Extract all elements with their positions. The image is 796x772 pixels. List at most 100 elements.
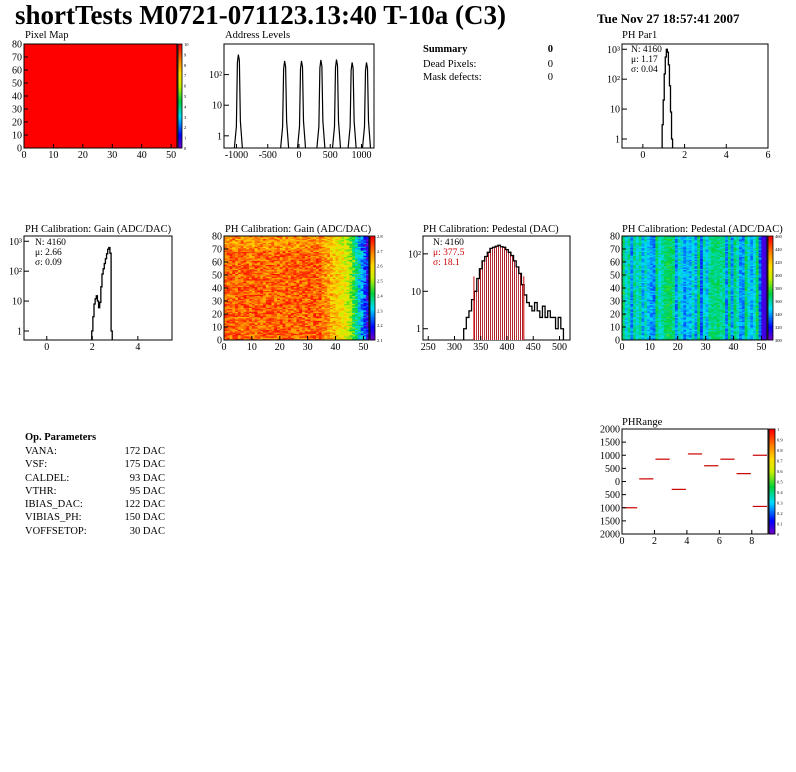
ph-gain-map-cell [329, 276, 334, 278]
ph-gain-map-cell [327, 256, 331, 259]
ph-gain-map-cell [246, 328, 250, 330]
ph-gain-map-cell [263, 303, 267, 306]
ph-gain-map-cell [327, 307, 331, 310]
ph-gain-map-cell [355, 308, 359, 311]
ph-gain-map-cell [324, 314, 328, 316]
ph-gain-map-cell [260, 236, 264, 238]
ph-pedestal-map-cell [633, 272, 637, 275]
ph-pedestal-map-cell [633, 321, 637, 324]
ph-gain-map-cell [251, 272, 256, 275]
ph-gain-map-cell [318, 258, 322, 260]
pixel-map-colorbar-cell [178, 104, 182, 107]
ph-gain-map-cell [332, 311, 336, 314]
ph-gain-map-cell [249, 319, 253, 321]
ph-gain-map-cell [313, 258, 317, 260]
ph-gain-map-cell [318, 238, 322, 241]
ph-gain-map-cell [321, 252, 325, 255]
ph-gain-map-cell [251, 324, 256, 327]
ph-gain-map-cell [299, 323, 303, 325]
ph-gain-map-cell [366, 328, 370, 330]
ph-gain-map-cell [302, 293, 306, 295]
ph-gain-map-cell [318, 275, 322, 277]
ph-gain-map-cell [293, 314, 297, 316]
ph-gain-map-cell [318, 250, 322, 252]
ph-gain-map-cell [332, 295, 336, 298]
ph-pedestal-map-cell [638, 306, 642, 308]
ph-gain-map-cell [268, 302, 272, 304]
ph-gain-map-colorbar-cell [370, 321, 375, 324]
ph-gain-map-cell [249, 316, 253, 319]
ph-gain-map-cell [343, 236, 348, 238]
ph-gain-map-cell [338, 297, 342, 299]
ph-gain-map-cell [296, 239, 300, 242]
ph-gain-map-cell [318, 298, 322, 301]
ph-gain-map-cell [341, 290, 345, 293]
ph-gain-map-cell [313, 284, 317, 286]
ph-gain-map-cell [332, 237, 336, 239]
ph-gain-map-cell [352, 236, 356, 238]
ph-pedestal-map-cell [630, 333, 634, 336]
ph-gain-map-cell [271, 289, 275, 291]
ph-gain-map-cell [274, 291, 278, 294]
ph-gain-map-cell [243, 241, 247, 243]
ph-gain-map-cell [263, 299, 267, 302]
ph-gain-map-cell [338, 239, 342, 242]
ph-gain-map-cell [352, 276, 356, 278]
ph-pedestal-map-cell [627, 236, 631, 238]
ph-gain-map-cell [224, 284, 228, 286]
ph-pedestal-map-cell [635, 333, 640, 336]
ph-gain-map-cell [352, 334, 356, 337]
ph-gain-map-cell [274, 320, 278, 323]
ph-gain-map-cell [310, 263, 314, 265]
ph-pedestal-map-cell [627, 281, 631, 284]
ph-gain-map-cell [363, 271, 367, 273]
ph-gain-map-cell [299, 310, 303, 312]
param-label: VANA: [25, 446, 57, 457]
ph-gain-map-cell [257, 304, 261, 307]
ph-gain-map-cell [304, 323, 309, 325]
ph-gain-map-cell [360, 317, 364, 320]
ph-gain-map-cell [338, 285, 342, 288]
ph-gain-map-cell [357, 269, 361, 272]
ph-gain-map-cell [321, 267, 325, 269]
ph-gain-map-cell [357, 239, 361, 242]
ph-gain-map-cell [288, 275, 292, 277]
ph-gain-map-cell [279, 251, 283, 254]
ph-gain-map-cell [321, 272, 325, 275]
ph-gain-map-cell [329, 291, 334, 294]
ph-gain-map-cell [229, 328, 233, 330]
ph-gain-map-cell [310, 236, 314, 238]
ph-pedestal-map-cell [627, 325, 631, 328]
ph-gain-map-cell [263, 260, 267, 263]
ph-gain-map-cell [366, 262, 370, 264]
ph-gain-map-cell [366, 306, 370, 308]
ph-gain-map-cell [318, 319, 322, 321]
ph-gain-map-cell [260, 303, 264, 306]
ph-gain-map-cell [293, 325, 297, 328]
ph-gain-map-cell [290, 256, 295, 259]
ph-gain-map-cell [335, 299, 339, 302]
ph-gain-map-cell [237, 336, 242, 338]
ph-gain-map-cell [343, 259, 348, 262]
ph-pedestal-map-cell [630, 237, 634, 239]
ph-pedestal-map-cell [627, 252, 631, 255]
ph-gain-map-cell [240, 311, 244, 314]
ph-pedestal-map-cell [630, 252, 634, 255]
ph-gain-map-cell [366, 251, 370, 254]
ph-gain-map-cell [302, 265, 306, 268]
ph-gain-map-cell [307, 250, 311, 252]
ph-gain-map-cell [271, 336, 275, 338]
ph-gain-map-cell [310, 255, 314, 258]
ph-gain-map-cell [363, 250, 367, 252]
ph-gain-map-cell [332, 285, 336, 288]
ph-gain-map-cell [237, 303, 242, 306]
ph-gain-map-cell [316, 333, 320, 336]
ph-gain-map-cell [268, 265, 272, 268]
ph-gain-map-cell [249, 256, 253, 259]
ph-gain-map-cell [229, 312, 233, 315]
ph-gain-map-cell [338, 238, 342, 241]
ph-gain-map-cell [321, 311, 325, 314]
ph-pedestal-map-cell [630, 291, 634, 294]
ph-gain-map-cell [257, 328, 261, 330]
ph-gain-map-cell [321, 302, 325, 304]
